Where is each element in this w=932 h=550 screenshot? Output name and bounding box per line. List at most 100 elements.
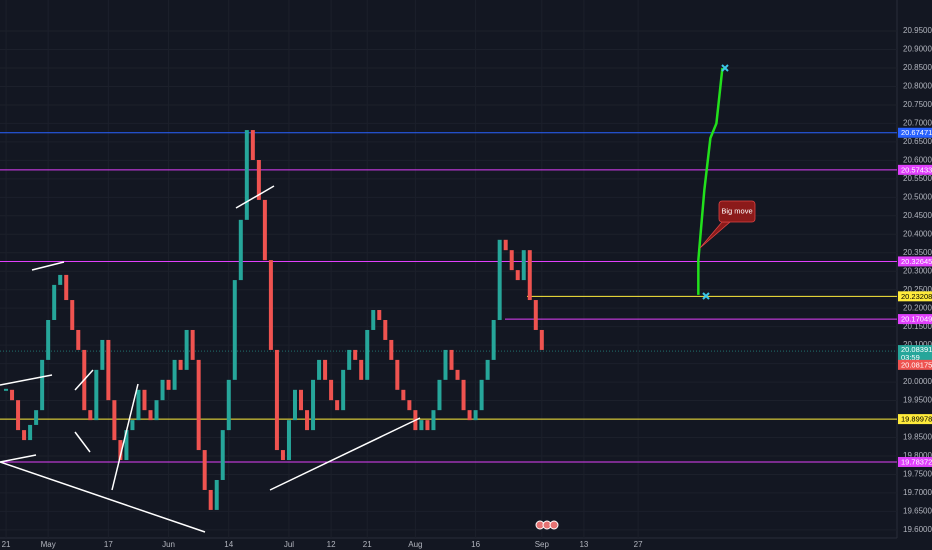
x-tick-label: 27 (634, 540, 643, 549)
candle (94, 369, 99, 421)
candle (383, 319, 388, 340)
level-tag-text: 20.57433 (901, 165, 932, 174)
candle (371, 310, 376, 330)
trendline (31, 261, 65, 271)
y-tick-label: 20.40000 (903, 229, 932, 238)
y-tick-label: 20.85000 (903, 63, 932, 72)
candle (34, 410, 39, 425)
x-marker (702, 292, 710, 300)
candle (359, 359, 364, 380)
candle (154, 400, 159, 421)
candle (238, 219, 243, 281)
candle (377, 310, 382, 320)
y-tick-label: 20.90000 (903, 45, 932, 54)
level-tag-text: 20.23208 (901, 292, 932, 301)
x-tick-label: 16 (471, 540, 480, 549)
candle (455, 369, 460, 380)
level-tag (898, 456, 932, 467)
last-price-tag (898, 345, 932, 364)
trendlines (0, 185, 421, 533)
candle (250, 130, 255, 160)
candle (509, 250, 514, 271)
candle (112, 400, 117, 441)
trendline (74, 369, 94, 391)
candle (202, 450, 207, 490)
x-tick-label: Aug (408, 540, 422, 549)
candle (28, 424, 33, 441)
x-tick-label: Jul (284, 540, 294, 549)
candle (353, 349, 358, 360)
candle (443, 349, 448, 380)
candle (407, 400, 412, 411)
y-tick-label: 20.30000 (903, 266, 932, 275)
candle (305, 410, 310, 431)
candle (401, 389, 406, 401)
candle (100, 339, 105, 370)
x-tick-label: Sep (535, 540, 550, 549)
y-tick-label: 19.75000 (903, 470, 932, 479)
candle (232, 280, 237, 380)
event-icon (549, 520, 559, 530)
event-icons (535, 520, 559, 530)
candle (22, 430, 27, 441)
candle (130, 420, 135, 431)
x-tick-label: 14 (224, 540, 233, 549)
prev-price-tag (898, 359, 932, 370)
y-tick-label: 19.60000 (903, 525, 932, 534)
candle (515, 270, 520, 281)
callout: Big move (699, 200, 756, 249)
candle (190, 329, 195, 360)
level-tag-text: 20.17049 (901, 315, 932, 324)
candle (172, 359, 177, 390)
y-tick-label: 20.95000 (903, 26, 932, 35)
candle (58, 274, 63, 285)
candle (485, 359, 490, 380)
candle (4, 388, 9, 391)
level-tag (898, 414, 932, 425)
candle (479, 379, 484, 411)
candle (473, 410, 478, 421)
trendline (0, 374, 53, 386)
candle (46, 319, 51, 360)
candle (335, 400, 340, 411)
level-tag-text: 19.89978 (901, 415, 932, 424)
candle (527, 250, 532, 301)
level-tag-text: 19.78372 (901, 457, 932, 466)
y-tick-label: 20.45000 (903, 211, 932, 220)
candle (491, 319, 496, 360)
candle (280, 450, 285, 461)
candle (467, 410, 472, 421)
y-tick-label: 20.80000 (903, 82, 932, 91)
candle (226, 379, 231, 431)
candle (419, 420, 424, 431)
candle (214, 479, 219, 510)
last-price-text: 20.08391 (901, 345, 932, 354)
candle (76, 329, 81, 350)
candle (106, 339, 111, 401)
candle (286, 420, 291, 461)
y-tick-label: 20.55000 (903, 174, 932, 183)
candle (196, 359, 201, 451)
projection-line (697, 67, 724, 295)
x-markers (702, 64, 729, 300)
y-tick-label: 19.85000 (903, 433, 932, 442)
candle (461, 379, 466, 411)
candle (244, 130, 249, 220)
candle (274, 349, 279, 451)
y-tick-label: 19.80000 (903, 451, 932, 460)
trendline (111, 383, 139, 491)
callout-box (718, 200, 756, 223)
candle (347, 349, 352, 370)
candle (118, 440, 123, 461)
candle (70, 300, 75, 330)
y-tick-label: 19.65000 (903, 507, 932, 516)
x-marker (721, 64, 729, 72)
y-tick-label: 20.00000 (903, 377, 932, 386)
candle (521, 250, 526, 281)
candle (292, 389, 297, 421)
trendline (0, 461, 206, 533)
candle (142, 389, 147, 411)
candle (497, 239, 502, 320)
candle (16, 400, 21, 431)
